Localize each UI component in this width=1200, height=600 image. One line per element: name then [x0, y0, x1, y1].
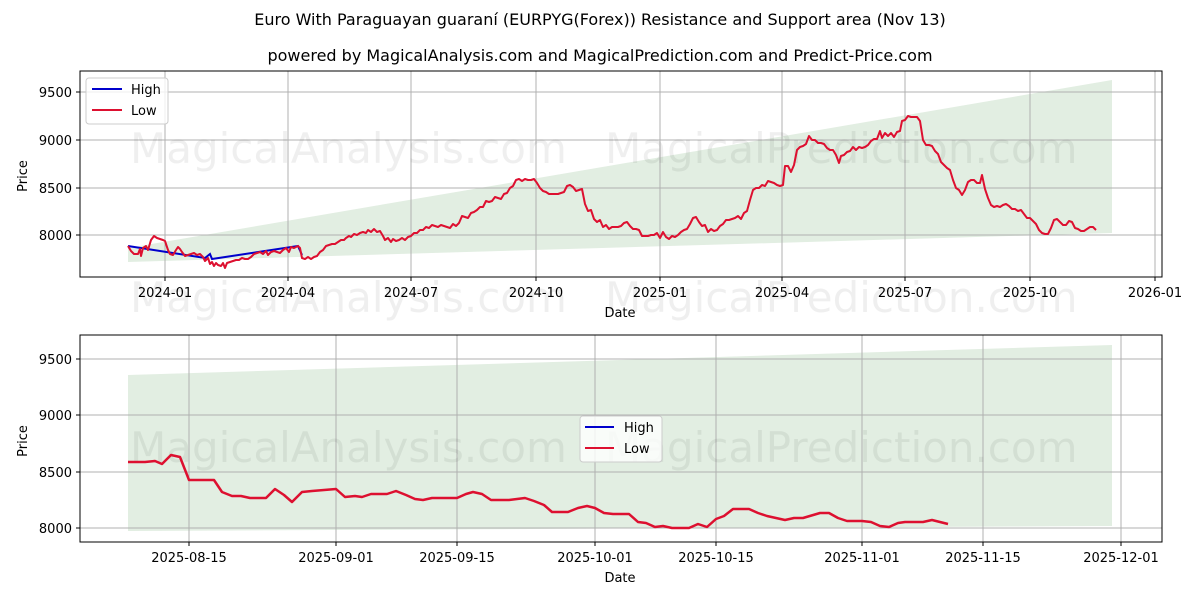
y-tick: 9000 — [39, 409, 72, 424]
bottom-low-line — [128, 453, 949, 530]
x-tick: 2025-09-15 — [419, 551, 495, 566]
y-tick: 8500 — [39, 182, 72, 197]
top-chart: MagicalAnalysis.com MagicalPrediction.co… — [16, 70, 1182, 322]
legend-high-label: High — [624, 421, 654, 436]
top-legend: High Low — [85, 77, 169, 125]
top-tick-marks — [76, 91, 1156, 281]
legend-low-label: Low — [624, 442, 650, 457]
x-tick: 2025-08-15 — [151, 551, 227, 566]
top-axes-frame — [79, 70, 1163, 278]
watermark-magicalprediction-2: MagicalPrediction.com — [605, 273, 1078, 322]
bottom-x-axis-label: Date — [604, 571, 635, 586]
x-tick: 2025-10-01 — [557, 551, 633, 566]
y-tick: 9000 — [39, 134, 72, 149]
legend-high-label: High — [131, 83, 161, 98]
watermark-magicalanalysis: MagicalAnalysis.com — [130, 124, 567, 173]
bottom-x-ticks: 2025-08-15 2025-09-01 2025-09-15 2025-10… — [151, 551, 1159, 566]
x-tick: 2025-01 — [633, 286, 687, 301]
y-tick: 9500 — [39, 353, 72, 368]
y-tick: 8500 — [39, 466, 72, 481]
top-y-axis-label: Price — [16, 160, 31, 192]
chart-title: Euro With Paraguayan guaraní (EURPYG(For… — [254, 10, 946, 29]
y-tick: 9500 — [39, 86, 72, 101]
x-tick: 2025-09-01 — [298, 551, 374, 566]
top-grid — [80, 71, 1162, 277]
x-tick: 2026-01 — [1128, 286, 1182, 301]
top-y-ticks: 8000 8500 9000 9500 — [39, 86, 72, 244]
legend-low-label: Low — [131, 104, 157, 119]
watermark-magicalprediction: MagicalPrediction.com — [605, 124, 1078, 173]
top-low-line — [127, 115, 1097, 269]
x-tick: 2025-10-15 — [678, 551, 754, 566]
bottom-y-ticks: 8000 8500 9000 9500 — [39, 353, 72, 537]
x-tick: 2025-11-15 — [945, 551, 1021, 566]
bottom-grid — [80, 335, 1162, 542]
x-tick: 2025-12-01 — [1083, 551, 1159, 566]
top-resistance-support-band — [128, 80, 1112, 262]
x-tick: 2025-07 — [878, 286, 932, 301]
x-tick: 2024-10 — [509, 286, 563, 301]
chart-subtitle: powered by MagicalAnalysis.com and Magic… — [267, 46, 933, 65]
x-tick: 2024-07 — [384, 286, 438, 301]
x-tick: 2024-01 — [138, 286, 192, 301]
x-tick: 2025-11-01 — [824, 551, 900, 566]
y-tick: 8000 — [39, 229, 72, 244]
watermark-magicalprediction-3: MagicalPrediction.com — [605, 423, 1078, 472]
top-x-axis-label: Date — [604, 306, 635, 321]
top-x-ticks: 2024-01 2024-04 2024-07 2024-10 2025-01 … — [138, 286, 1182, 301]
watermark-magicalanalysis-3: MagicalAnalysis.com — [130, 423, 567, 472]
watermark-magicalanalysis-2: MagicalAnalysis.com — [130, 273, 567, 322]
bottom-chart: MagicalAnalysis.com MagicalPrediction.co… — [16, 334, 1163, 586]
x-tick: 2024-04 — [261, 286, 315, 301]
bottom-axes-frame — [79, 334, 1163, 543]
x-tick: 2025-10 — [1003, 286, 1057, 301]
bottom-y-axis-label: Price — [16, 425, 31, 457]
bottom-tick-marks — [76, 358, 1122, 546]
y-tick: 8000 — [39, 522, 72, 537]
x-tick: 2025-04 — [755, 286, 809, 301]
bottom-legend: High Low — [579, 415, 663, 463]
